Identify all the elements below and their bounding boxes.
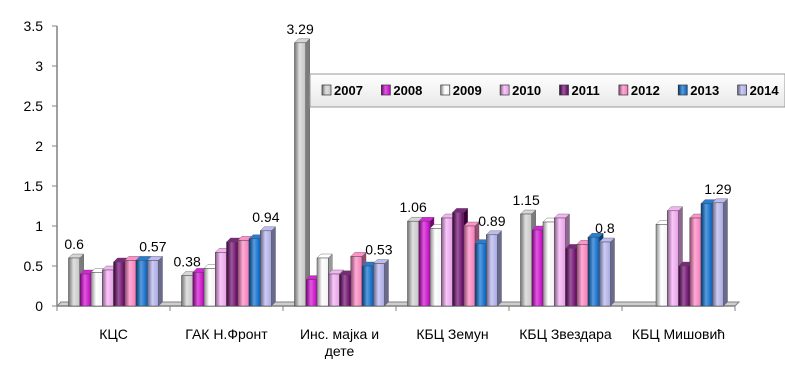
data-label: 0.57 [139, 238, 166, 254]
bar [361, 265, 374, 307]
bar [463, 225, 476, 307]
bar [294, 42, 306, 307]
bar [226, 241, 238, 307]
bar [712, 202, 724, 307]
data-label: 1.29 [704, 181, 731, 197]
bar [689, 217, 702, 307]
bar [429, 228, 442, 307]
bar [373, 263, 385, 307]
bar-side [158, 255, 163, 307]
bar [260, 230, 272, 307]
bar [192, 272, 205, 307]
bar [248, 238, 261, 307]
legend-label: 2013 [690, 83, 719, 98]
legend-swatch [499, 84, 510, 96]
data-label: 1.15 [513, 192, 540, 208]
legend-label: 2012 [631, 83, 660, 98]
legend-label: 2014 [750, 83, 780, 98]
bar [599, 241, 611, 307]
bar [124, 260, 137, 307]
bar [339, 274, 351, 307]
x-tick-label: дете [325, 343, 355, 359]
x-tick-label: КБЦ Земун [416, 326, 488, 342]
data-label: 0.38 [174, 254, 201, 270]
x-tick-label: Инс. мајка и [300, 326, 379, 342]
bar [531, 229, 544, 307]
bar [68, 257, 80, 307]
y-tick-label: 3 [35, 58, 43, 74]
bar [576, 244, 589, 307]
data-label: 0.89 [478, 213, 505, 229]
bar [655, 224, 668, 307]
bar [102, 269, 114, 307]
y-tick-label: 0.5 [24, 258, 44, 274]
bar [418, 220, 431, 307]
bar [520, 213, 532, 307]
x-tick-label: КБЦ Мишовић [632, 326, 725, 342]
bar [587, 236, 600, 307]
legend-swatch [618, 84, 629, 96]
bar [565, 248, 577, 307]
bar [407, 220, 419, 307]
bar [79, 273, 92, 307]
bar [678, 265, 690, 307]
bar-side [305, 38, 310, 307]
bar-side [271, 226, 276, 307]
legend-swatch [440, 84, 451, 96]
x-tick-label: КБЦ Звездара [519, 326, 612, 342]
y-tick-label: 1 [35, 218, 43, 234]
bar [441, 217, 453, 307]
data-label: 0.6 [64, 236, 84, 252]
bar [667, 210, 679, 307]
legend-swatch [321, 84, 332, 96]
bar [700, 203, 713, 307]
y-tick-label: 2 [35, 138, 43, 154]
y-tick-label: 1.5 [24, 178, 44, 194]
bar [203, 268, 216, 307]
x-tick-label: КЦС [99, 326, 128, 342]
bar [542, 221, 555, 307]
legend-swatch [737, 84, 747, 96]
legend-label: 2009 [453, 83, 482, 98]
bar [215, 252, 227, 307]
bar-side [610, 237, 615, 307]
bar [350, 256, 363, 307]
bar [113, 261, 125, 307]
data-label: 0.53 [365, 242, 392, 258]
data-label: 3.29 [287, 21, 314, 37]
y-tick-label: 0 [35, 298, 43, 314]
x-tick-label: ГАК Н.Фронт [185, 326, 268, 342]
bar [90, 272, 103, 307]
bar [135, 260, 148, 307]
legend-swatch [381, 84, 391, 96]
legend-swatch [559, 84, 569, 96]
legend-label: 2007 [334, 83, 363, 98]
bar [452, 212, 464, 307]
bar [181, 275, 193, 307]
bar [486, 234, 498, 307]
y-tick-label: 2.5 [24, 98, 44, 114]
legend-label: 2010 [512, 83, 541, 98]
bar [474, 243, 487, 307]
bar-side [384, 259, 389, 307]
bar [328, 273, 340, 307]
y-tick-label: 3.5 [24, 18, 44, 34]
bar [147, 260, 159, 307]
legend-swatch [677, 84, 688, 96]
data-label: 1.06 [400, 199, 427, 215]
bar [237, 240, 250, 307]
bar [554, 217, 566, 307]
bar [305, 279, 318, 307]
legend-label: 2008 [393, 83, 422, 98]
bar-side [497, 230, 502, 307]
bar-side [723, 198, 728, 307]
legend-label: 2011 [572, 83, 600, 98]
data-label: 0.8 [595, 220, 615, 236]
data-label: 0.94 [252, 209, 279, 225]
bar [316, 257, 329, 307]
